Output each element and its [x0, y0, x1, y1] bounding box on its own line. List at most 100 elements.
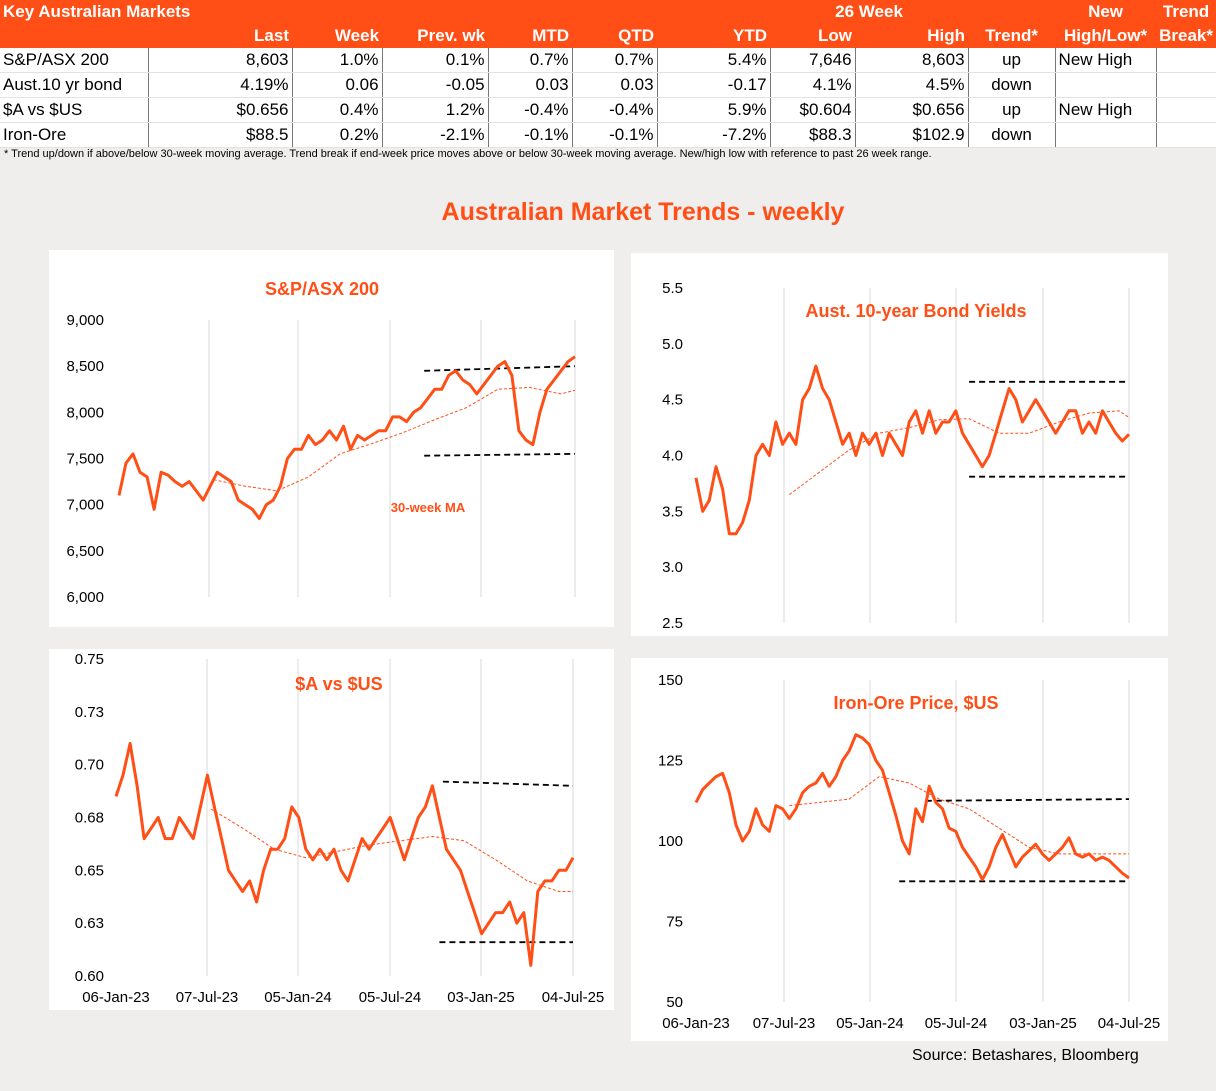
- column-header: Prev. wk: [382, 24, 489, 48]
- y-tick-label: 50: [666, 994, 683, 1011]
- column-header: [0, 24, 148, 48]
- x-tick-label: 03-Jan-25: [447, 989, 515, 1006]
- table-cell: 0.06: [291, 72, 383, 98]
- column-header: High/Low*: [1055, 24, 1157, 48]
- range-reference-line: [424, 453, 576, 457]
- table-cell: 7,646: [769, 48, 856, 73]
- table-cell: down: [967, 72, 1056, 98]
- table-header-spacer: [382, 0, 771, 24]
- source-note: Source: Betashares, Bloomberg: [912, 1047, 1139, 1064]
- table-cell: -2.1%: [381, 122, 489, 148]
- y-tick-label: 4.5: [662, 392, 683, 409]
- asx200-chart-panel: 6,000 6,500 7,000 7,500 8,000 8,500 9,000 S&P/A…: [49, 250, 614, 627]
- chart-title: Aust. 10-year Bond Yields: [805, 301, 1026, 321]
- range-reference-line: [424, 365, 576, 372]
- column-header: High: [855, 24, 969, 48]
- aud-usd-chart: 0.60 0.63 0.65 0.68 0.70 0.73 0.75 06-Jan-23 07-…: [75, 651, 605, 1006]
- table-cell: [1155, 72, 1216, 98]
- y-tick-label: 0.70: [75, 757, 104, 774]
- table-cell: 8,603: [854, 48, 969, 73]
- table-cell: [1054, 72, 1157, 98]
- table-cell: [1054, 122, 1157, 148]
- x-tick-label: 05-Jan-24: [264, 989, 332, 1006]
- x-tick-label: 07-Jul-23: [753, 1015, 816, 1032]
- table-cell: 0.03: [487, 72, 573, 98]
- column-header: Week: [292, 24, 383, 48]
- x-tick-label: 05-Jul-24: [359, 989, 422, 1006]
- table-cell: up: [967, 97, 1056, 123]
- table-header-spacer: [968, 0, 1056, 24]
- table-cell: 4.19%: [147, 72, 292, 98]
- y-tick-label: 4.0: [662, 448, 683, 465]
- chart-title: Iron-Ore Price, $US: [833, 693, 998, 713]
- table-cell: 4.5%: [854, 72, 969, 98]
- x-tick-label: 06-Jan-23: [662, 1015, 730, 1032]
- chart-title: S&P/ASX 200: [265, 279, 379, 299]
- bond-yield-chart: 2.5 3.0 3.5 4.0 4.5 5.0 5.5 Aust. 10-year Bond …: [662, 280, 1131, 632]
- table-row: $A vs $US $0.656 0.4% 1.2% -0.4% -0.4% 5.9% $0.…: [0, 97, 1216, 123]
- table-cell: $0.656: [854, 97, 969, 123]
- table-cell: 0.7%: [571, 48, 658, 73]
- moving-average-label: 30-week MA: [391, 500, 466, 515]
- range-reference-line: [442, 780, 574, 787]
- table-cell: 0.7%: [487, 48, 573, 73]
- y-tick-label: 100: [658, 833, 683, 850]
- x-tick-label: 05-Jul-24: [925, 1015, 988, 1032]
- iron-ore-chart-panel: 50 75 100 125 150 06-Jan-23 07-Jul-23 05-Jan-24…: [631, 658, 1168, 1041]
- table-header-top: Key Australian Markets 26 Week New Trend: [0, 0, 1216, 24]
- price-line: [694, 733, 1130, 882]
- table-cell: 4.1%: [769, 72, 856, 98]
- row-label: $A vs $US: [0, 97, 148, 123]
- y-tick-label: 0.63: [75, 915, 104, 932]
- table-title: Key Australian Markets: [0, 0, 383, 24]
- x-tick-label: 06-Jan-23: [82, 989, 150, 1006]
- table-cell: 1.0%: [291, 48, 383, 73]
- table-cell: [1155, 97, 1216, 123]
- table-cell: [1155, 122, 1216, 148]
- iron-ore-chart: 50 75 100 125 150 06-Jan-23 07-Jul-23 05-Jan-24…: [658, 672, 1161, 1032]
- table-row: Aust.10 yr bond 4.19% 0.06 -0.05 0.03 0.03 -0.…: [0, 72, 1216, 98]
- y-tick-label: 75: [666, 914, 683, 931]
- table-cell: New High: [1054, 48, 1157, 73]
- table-cell: down: [967, 122, 1056, 148]
- x-tick-label: 04-Jul-25: [1098, 1015, 1161, 1032]
- chart-title: $A vs $US: [295, 674, 382, 694]
- table-header-trend: Trend: [1156, 0, 1216, 24]
- table-cell: 5.4%: [656, 48, 771, 73]
- y-tick-label: 6,000: [66, 589, 104, 606]
- x-tick-label: 03-Jan-25: [1009, 1015, 1077, 1032]
- y-tick-label: 3.0: [662, 559, 683, 576]
- table-row: Iron-Ore $88.5 0.2% -2.1% -0.1% -0.1% -7.2% $88…: [0, 122, 1216, 148]
- x-tick-label: 07-Jul-23: [176, 989, 239, 1006]
- column-header: Break*: [1156, 24, 1216, 48]
- moving-average-line: [789, 776, 1129, 855]
- y-tick-label: 7,000: [66, 497, 104, 514]
- y-tick-label: 0.65: [75, 862, 104, 879]
- table-cell: -0.17: [656, 72, 771, 98]
- moving-average-line: [789, 410, 1130, 496]
- table-cell: $0.604: [769, 97, 856, 123]
- table-cell: [1155, 48, 1216, 73]
- table-cell: -0.4%: [487, 97, 573, 123]
- table-cell: -7.2%: [656, 122, 771, 148]
- table-cell: 1.2%: [381, 97, 489, 123]
- y-tick-label: 7,500: [66, 451, 104, 468]
- x-tick-label: 04-Jul-25: [542, 989, 605, 1006]
- table-cell: $0.656: [147, 97, 292, 123]
- row-label: Iron-Ore: [0, 122, 148, 148]
- y-tick-label: 3.5: [662, 503, 683, 520]
- table-cell: $88.5: [147, 122, 292, 148]
- y-tick-label: 0.60: [75, 968, 104, 985]
- y-tick-label: 5.5: [662, 280, 683, 297]
- x-tick-label: 05-Jan-24: [836, 1015, 904, 1032]
- table-header-new: New: [1055, 0, 1157, 24]
- table-cell: New High: [1054, 97, 1157, 123]
- page-title: Australian Market Trends - weekly: [441, 198, 845, 226]
- y-tick-label: 8,000: [66, 404, 104, 421]
- y-tick-label: 150: [658, 672, 683, 689]
- y-tick-label: 8,500: [66, 358, 104, 375]
- table-footnote: * Trend up/down if above/below 30-week m…: [4, 148, 932, 160]
- table-cell: $102.9: [854, 122, 969, 148]
- column-header: MTD: [488, 24, 573, 48]
- table-cell: -0.05: [381, 72, 489, 98]
